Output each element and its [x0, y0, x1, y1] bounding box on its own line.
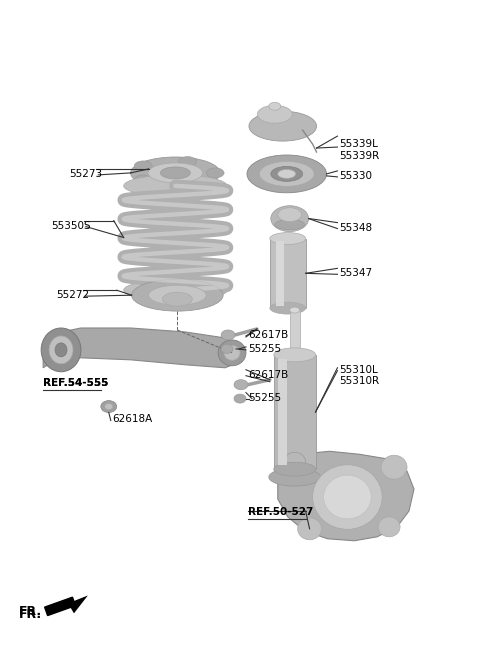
Ellipse shape: [179, 179, 197, 189]
Text: 55255: 55255: [248, 393, 281, 403]
Ellipse shape: [162, 292, 192, 306]
Ellipse shape: [134, 175, 152, 185]
Polygon shape: [68, 596, 88, 613]
Bar: [274, 355, 315, 469]
Ellipse shape: [160, 167, 190, 179]
Text: 55348: 55348: [339, 222, 372, 233]
Text: REF.54-555: REF.54-555: [43, 378, 108, 388]
Ellipse shape: [259, 161, 314, 186]
Text: 55272: 55272: [56, 290, 89, 300]
Ellipse shape: [249, 112, 316, 141]
Text: 55255: 55255: [248, 344, 281, 354]
Text: 55350S: 55350S: [51, 220, 91, 231]
Ellipse shape: [269, 102, 281, 110]
Ellipse shape: [55, 343, 67, 357]
Ellipse shape: [218, 340, 246, 366]
Ellipse shape: [278, 169, 296, 178]
Text: FR.: FR.: [19, 605, 42, 618]
Text: 55347: 55347: [339, 268, 372, 278]
Ellipse shape: [274, 348, 315, 362]
Bar: [270, 239, 306, 308]
Ellipse shape: [124, 279, 227, 301]
Ellipse shape: [224, 346, 240, 360]
Ellipse shape: [124, 175, 227, 197]
Ellipse shape: [179, 157, 197, 167]
Bar: [290, 310, 300, 355]
Ellipse shape: [378, 517, 400, 537]
Text: 55330: 55330: [339, 171, 372, 181]
Text: REF.54-555: REF.54-555: [43, 378, 108, 388]
Text: 55310L
55310R: 55310L 55310R: [339, 365, 380, 386]
Ellipse shape: [298, 518, 322, 540]
Ellipse shape: [257, 106, 292, 123]
Ellipse shape: [148, 285, 206, 305]
FancyArrow shape: [45, 597, 75, 615]
Ellipse shape: [324, 475, 371, 519]
Ellipse shape: [41, 328, 81, 372]
Bar: [276, 241, 284, 306]
Ellipse shape: [234, 380, 248, 390]
Ellipse shape: [381, 455, 407, 479]
Ellipse shape: [284, 452, 306, 472]
Text: 62618A: 62618A: [113, 415, 153, 424]
Ellipse shape: [271, 167, 302, 181]
Ellipse shape: [49, 336, 73, 364]
Ellipse shape: [271, 206, 309, 232]
Ellipse shape: [247, 155, 326, 193]
Ellipse shape: [206, 168, 224, 178]
Ellipse shape: [234, 394, 246, 403]
Text: 62617B: 62617B: [248, 370, 288, 380]
Text: REF.50-527: REF.50-527: [248, 507, 313, 517]
Bar: [278, 359, 287, 465]
Ellipse shape: [278, 208, 301, 222]
Ellipse shape: [131, 157, 220, 189]
Ellipse shape: [221, 344, 233, 354]
Ellipse shape: [105, 403, 113, 409]
Ellipse shape: [148, 163, 203, 183]
Ellipse shape: [290, 307, 300, 313]
Ellipse shape: [270, 233, 306, 245]
Ellipse shape: [134, 161, 152, 171]
Text: 55273: 55273: [69, 169, 102, 179]
Text: 55339L
55339R: 55339L 55339R: [339, 139, 380, 161]
Ellipse shape: [269, 468, 321, 486]
Ellipse shape: [274, 462, 315, 476]
Ellipse shape: [221, 330, 235, 340]
Text: 62617B: 62617B: [248, 330, 288, 340]
Ellipse shape: [312, 464, 382, 529]
Polygon shape: [43, 328, 242, 368]
Ellipse shape: [101, 401, 117, 413]
Ellipse shape: [270, 302, 306, 314]
Ellipse shape: [275, 220, 305, 230]
Ellipse shape: [132, 279, 223, 311]
Text: FR.: FR.: [19, 608, 42, 621]
Polygon shape: [278, 451, 414, 541]
